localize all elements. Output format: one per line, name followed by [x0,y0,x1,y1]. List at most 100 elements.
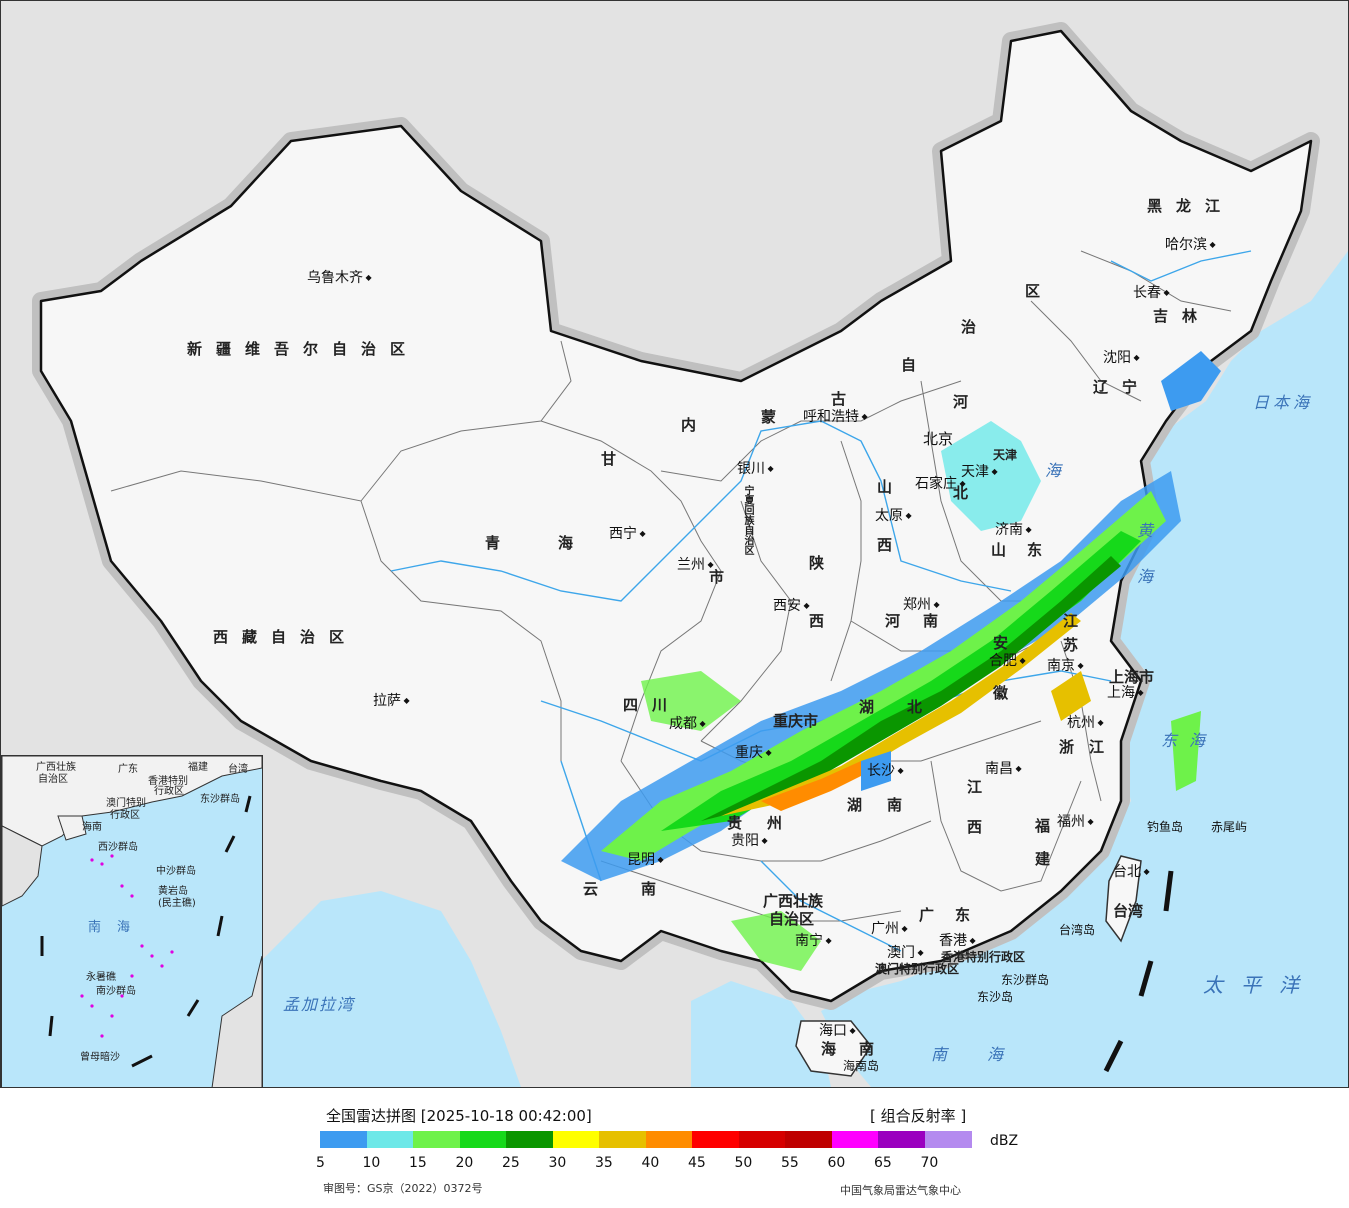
inset-zengmu: 曾母暗沙 [80,1052,120,1063]
label-liaoning: 辽宁 [1093,378,1152,396]
city-urumqi: 乌鲁木齐 [307,270,372,286]
label-taiwan-dao: 台湾岛 [1059,923,1096,937]
label-neimeng-2: 蒙 [761,408,777,426]
label-chiwei: 赤尾屿 [1211,820,1248,834]
inset-taiwan: 台湾 [228,764,248,775]
legend-swatch [645,1131,693,1148]
review-number: 审图号：GS京（2022）0372号 [323,1182,483,1195]
label-huanghai-2: 海 [1137,567,1166,586]
label-ningxia: 宁夏回族自治区 [742,485,753,555]
city-nanning: 南宁 [795,933,832,949]
inset-xingzhengqu-2: 行政区 [110,810,140,821]
legend-tick: 15 [409,1155,427,1171]
boundary-dashes [1103,870,1174,1073]
legend-swatch [831,1131,879,1148]
sea-bengal [261,891,521,1087]
legend-tick: 60 [827,1155,846,1171]
label-guizhou-2: 州 [767,814,783,832]
city-xianggang: 香港 [939,933,976,949]
city-shanghai: 上海 [1107,685,1144,701]
city-shenyang: 沈阳 [1103,350,1140,366]
city-zhengzhou: 郑州 [903,597,940,613]
legend-swatch [552,1131,600,1148]
inset-nansha: 南沙群岛 [96,986,136,997]
label-zhejiang-1: 浙 [1059,738,1075,756]
label-qinghai-1: 青 [485,534,501,552]
label-zhejiang-2: 江 [1089,738,1105,756]
legend-swatch [459,1131,507,1148]
inset-guangdong: 广东 [118,764,138,775]
label-hebei-1: 河 [953,393,969,411]
legend-tick: 30 [548,1155,567,1171]
inset-base [2,756,262,1087]
label-shanxi-2: 西 [877,536,893,554]
label-dongsha: 东沙群岛 [1001,973,1050,987]
legend-swatch [785,1131,832,1148]
label-chongqing: 重庆市 [773,712,819,730]
label-henan-1: 河 [885,612,901,630]
legend-swatch [366,1131,414,1148]
inset-zizhiqu: 自治区 [38,774,68,785]
city-nanchang: 南昌 [985,761,1022,777]
legend-swatch [878,1131,925,1148]
city-haerbin: 哈尔滨 [1165,237,1216,253]
inset-huangyan: 黄岩岛 [158,886,188,897]
label-neimeng-1: 内 [681,416,697,434]
label-gansu: 甘 [601,450,617,468]
label-anhui-2: 徽 [993,684,1009,702]
inset-xisha: 西沙群岛 [98,842,138,853]
label-taiwan-prov: 台湾 [1113,902,1144,920]
label-hunan-1: 湖 [847,796,863,814]
city-guiyang: 贵阳 [731,833,768,849]
label-henan-2: 南 [923,612,939,630]
legend-panel [0,1088,1349,1208]
city-lhasa: 拉萨 [373,693,410,709]
city-taiyuan: 太原 [875,508,912,524]
label-sichuan: 四川 [623,696,682,714]
label-jiangxi-2: 西 [967,818,983,836]
label-fujian-2: 建 [1035,850,1051,868]
legend-tick: 50 [734,1155,753,1171]
inset-minzhujiao: (民主礁) [158,898,196,909]
legend-tick: 45 [688,1155,706,1171]
radar-map: 新疆维吾尔自治区 西藏自治区 青 海 甘 市 四川 云 南 内 蒙 古 自 治 … [0,0,1349,1088]
label-guangxi-2: 自治区 [769,910,815,928]
label-anhui-1: 安 [993,634,1009,652]
inset-xianggang: 香港特别 [148,776,188,787]
label-neimeng-4: 自 [901,356,917,374]
label-jiangsu-2: 苏 [1063,636,1079,654]
legend-tick: 40 [641,1155,660,1171]
city-guangzhou: 广州 [871,921,908,937]
label-shandong-1: 山 [991,541,1007,559]
legend-tick: 10 [362,1155,381,1171]
city-changchun: 长春 [1133,285,1170,301]
city-tianjin: 天津 [961,464,998,480]
city-hangzhou: 杭州 [1067,715,1104,731]
city-taipei: 台北 [1113,864,1150,880]
label-neimeng-3: 古 [831,390,847,408]
label-shaanxi-1: 陕 [809,554,825,572]
city-aomen: 澳门 [887,945,924,961]
label-jiangsu-1: 江 [1063,612,1079,630]
inset-dongsha: 东沙群岛 [200,794,240,805]
label-donghai: 东海 [1161,731,1218,750]
city-xian: 西安 [773,598,810,614]
label-diaoyu: 钓鱼岛 [1147,820,1184,834]
legend-swatch [320,1131,367,1148]
city-lanzhou: 兰州 [677,557,714,573]
label-huanghai: 黄 [1137,521,1166,540]
label-jilin: 吉林 [1153,307,1212,325]
label-shaanxi-2: 西 [809,612,825,630]
city-hefei: 合肥 [989,653,1026,669]
city-xining: 西宁 [609,526,646,542]
city-kunming: 昆明 [627,852,664,868]
inset-hainan: 海南 [82,822,102,833]
inset-xingzhengqu: 行政区 [154,786,184,797]
city-fuzhou: 福州 [1057,814,1094,830]
inset-aomen: 澳门特别 [106,798,146,809]
label-hainan-1: 海 [821,1040,837,1058]
label-guangxi-1: 广西壮族 [763,892,824,910]
label-macau: 澳门特别行政区 [875,962,960,976]
city-huhehaote: 呼和浩特 [803,409,868,425]
inset-zhongsha: 中沙群岛 [156,866,196,877]
